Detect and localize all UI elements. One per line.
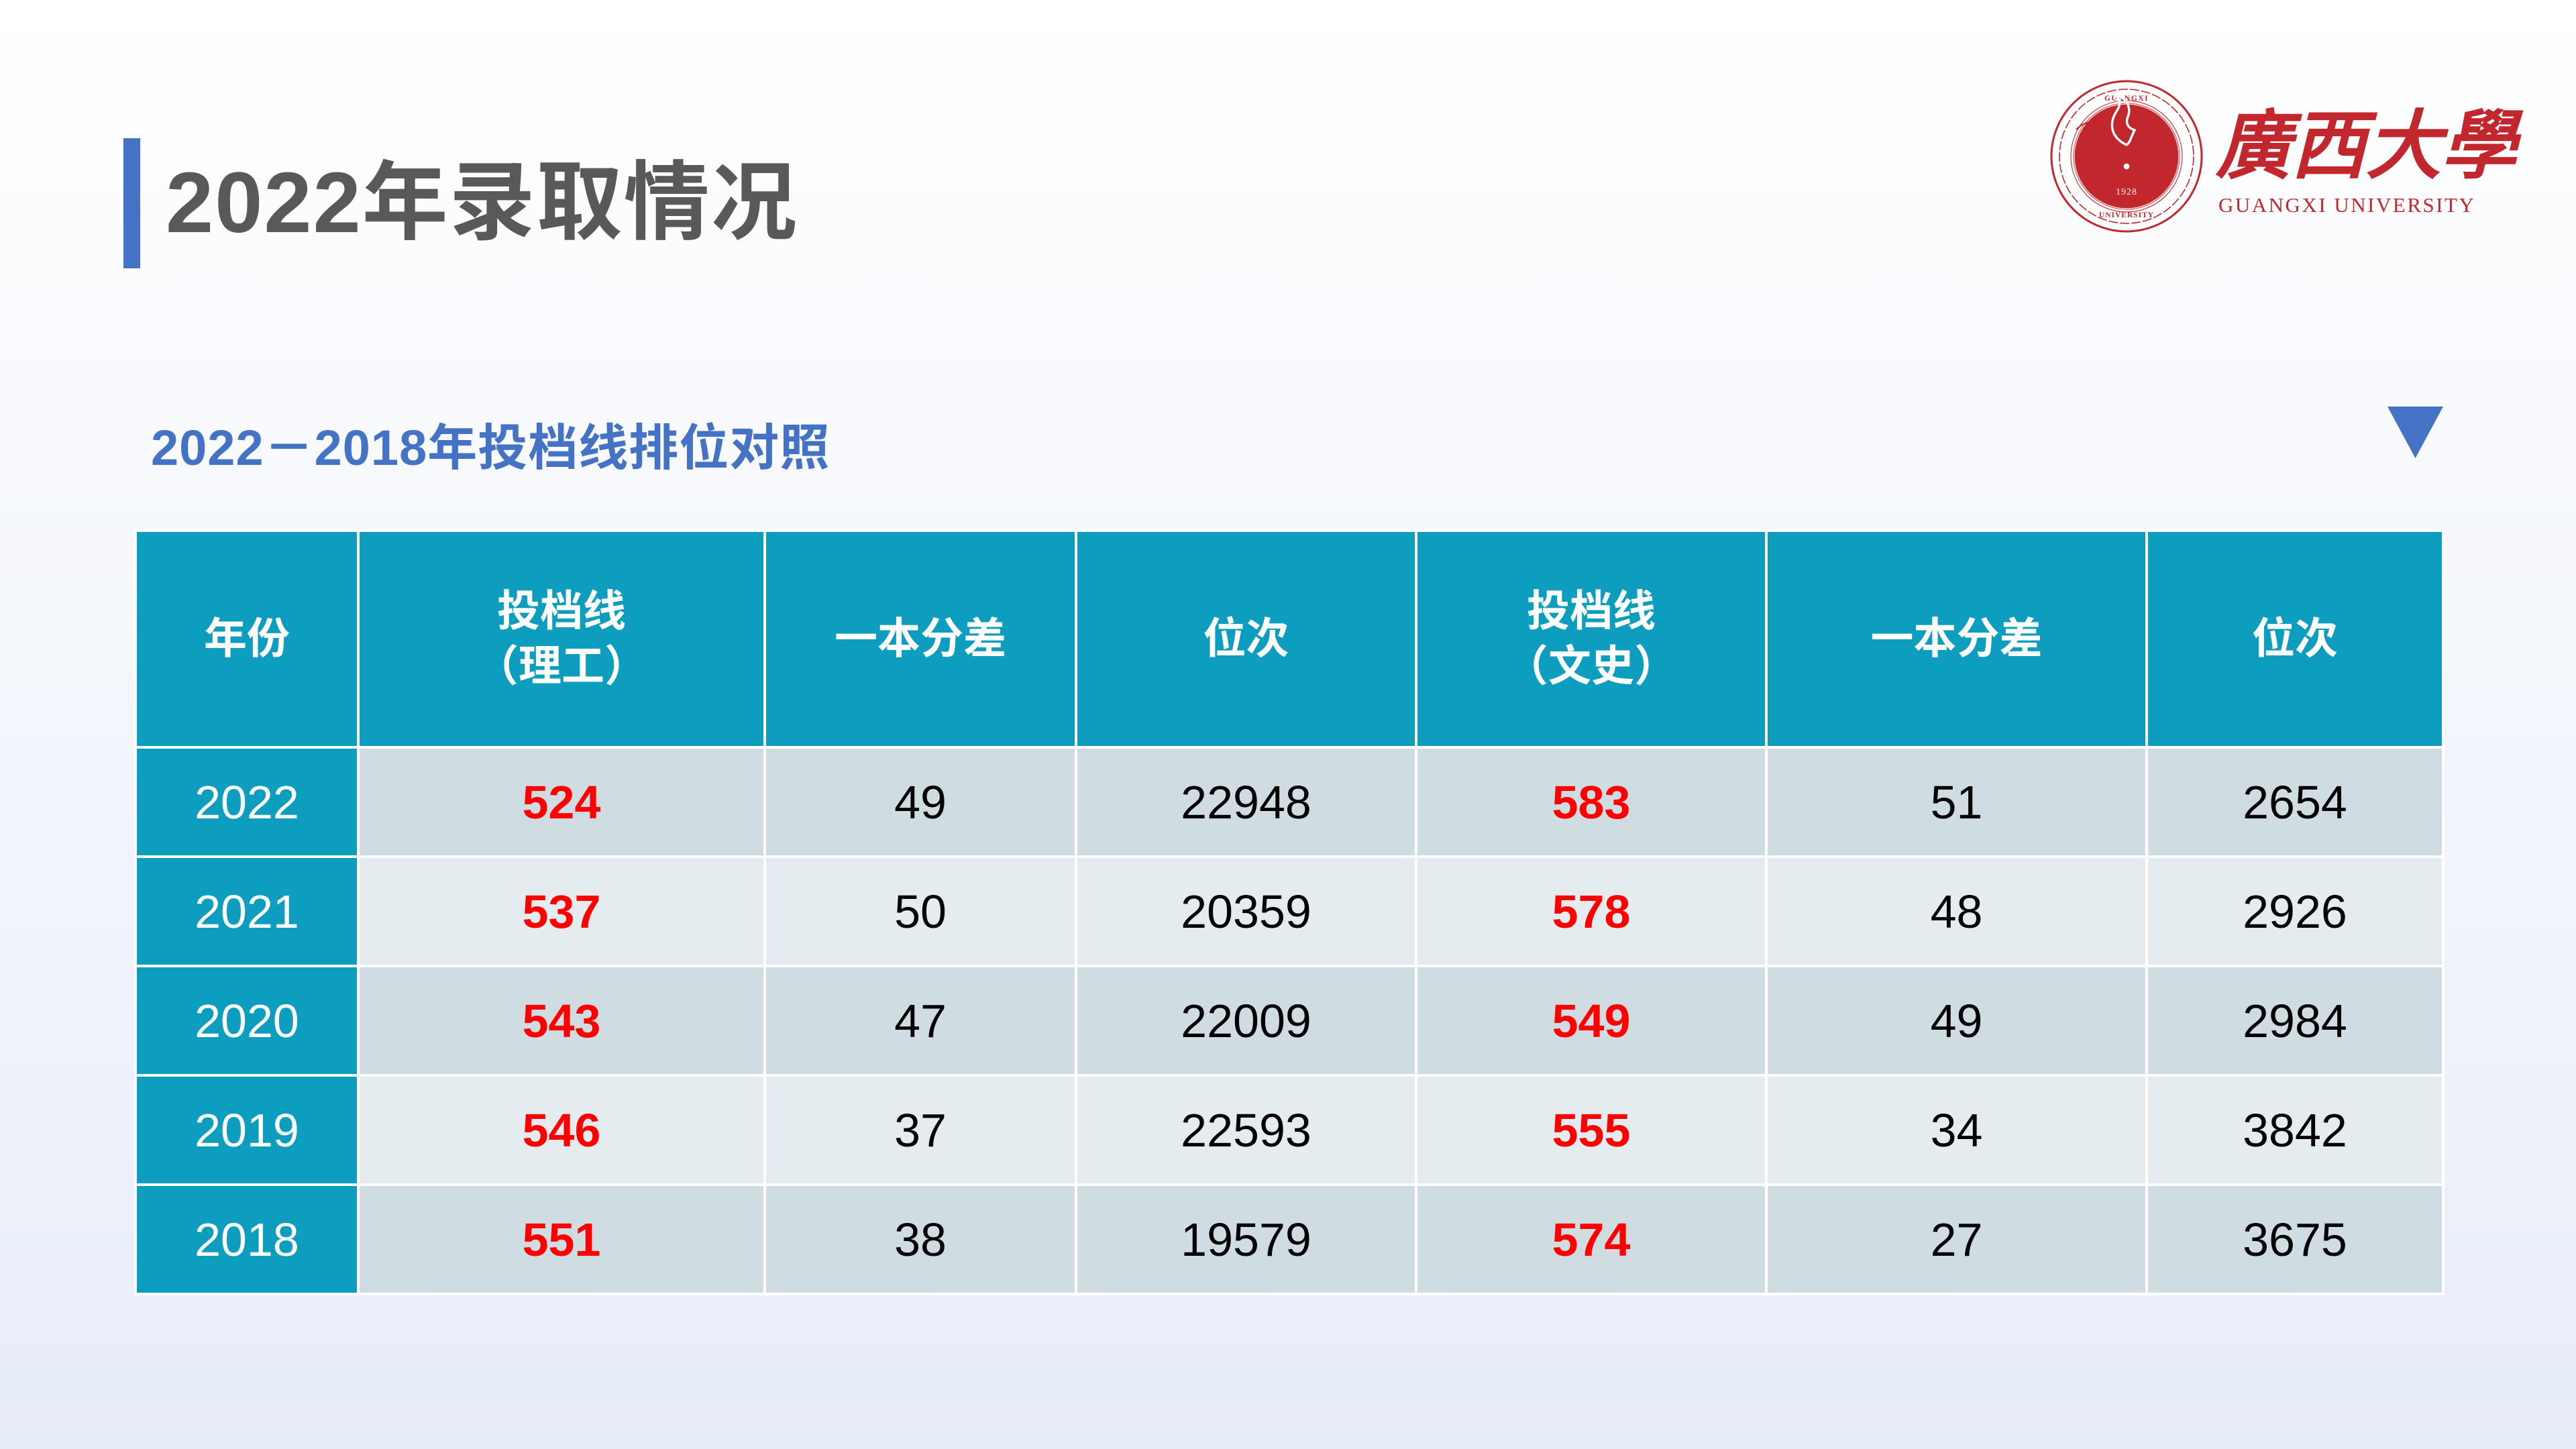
svg-text:廣西大學: 廣西大學 — [2216, 105, 2524, 189]
svg-text:UNIVERSITY: UNIVERSITY — [2099, 211, 2154, 219]
svg-text:1928: 1928 — [2116, 187, 2137, 197]
svg-text:GUANGXI UNIVERSITY: GUANGXI UNIVERSITY — [2218, 193, 2475, 217]
